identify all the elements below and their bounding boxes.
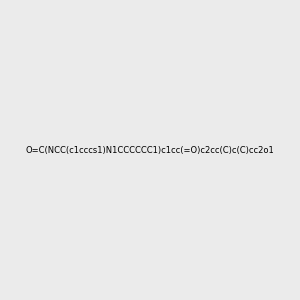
Text: O=C(NCC(c1cccs1)N1CCCCCC1)c1cc(=O)c2cc(C)c(C)cc2o1: O=C(NCC(c1cccs1)N1CCCCCC1)c1cc(=O)c2cc(C… — [26, 146, 275, 154]
